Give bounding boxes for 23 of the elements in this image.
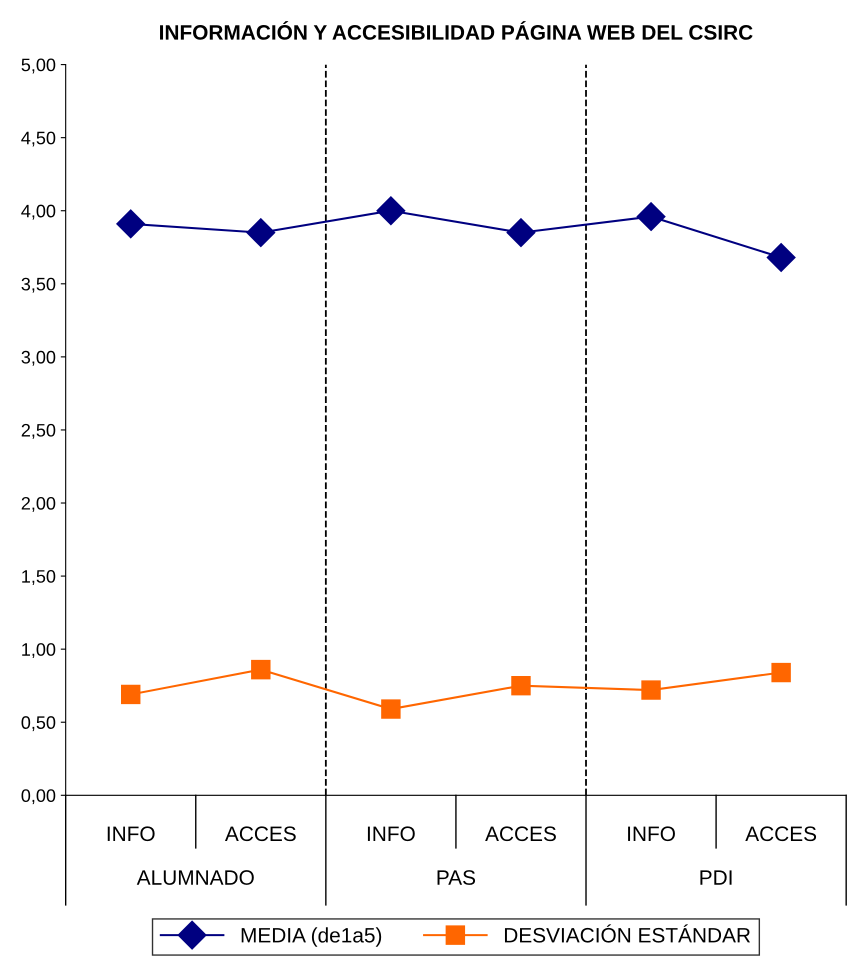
chart-title: INFORMACIÓN Y ACCESIBILIDAD PÁGINA WEB DEL CSIRC	[160, 21, 753, 40]
y-tick-label: 2,50	[22, 424, 56, 439]
y-tick-label: 0,00	[22, 789, 56, 804]
text: PDI	[700, 870, 732, 885]
x-tick-label: INFO	[628, 826, 675, 842]
x-tick-label: ACCES	[745, 826, 816, 842]
x-tick-label: INFO	[108, 826, 155, 842]
y-tick-label: 4,50	[21, 132, 56, 147]
x-tick-label: INFO	[368, 826, 415, 842]
y-tick-label: 1,50	[22, 570, 56, 585]
x-tick-label: ACCES	[485, 826, 556, 842]
x-tick-label: ACCES	[224, 826, 296, 842]
y-tick-label: 2,00	[22, 496, 56, 512]
y-tick-label: 0,50	[22, 716, 56, 732]
y-tick-label: 5,00	[22, 58, 56, 74]
legend-label: DESVIACIÓN ESTÁNDAR	[504, 924, 750, 943]
y-tick-label: 3,00	[22, 350, 56, 366]
y-tick-label: 1,00	[22, 643, 56, 658]
text: PAS	[438, 870, 476, 885]
y-tick-label: 3,50	[22, 278, 56, 293]
y-tick-label: 4,00	[21, 204, 56, 220]
text: ALUMNADO	[136, 870, 254, 885]
legend-label: MEDIA (de1a5)	[242, 927, 382, 947]
